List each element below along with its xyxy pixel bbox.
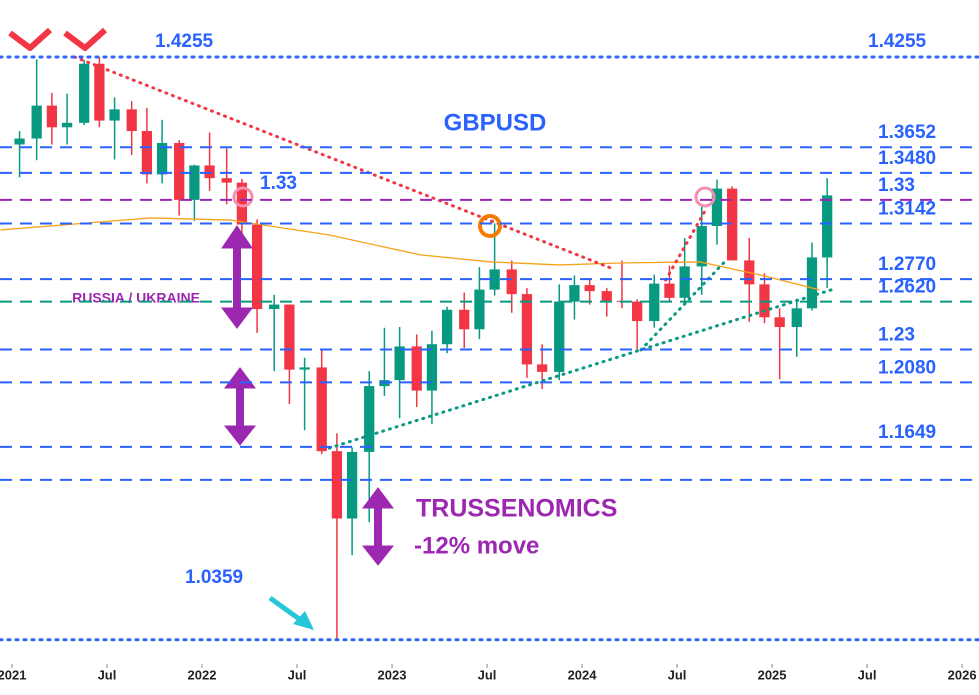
level-label: 1.23	[878, 324, 915, 345]
candle-body	[394, 346, 405, 381]
moving-average	[0, 217, 820, 291]
x-tick-label: 2024	[568, 667, 598, 682]
level-label: 1.4255	[868, 31, 927, 52]
level-label: 1.3480	[878, 148, 936, 169]
candle-body	[537, 364, 548, 372]
annotation: TRUSSENOMICS	[416, 495, 617, 523]
candle-body	[189, 165, 200, 200]
level-label: 1.33	[878, 175, 915, 196]
candle-body	[156, 143, 168, 175]
level-label: 1.4255	[155, 31, 214, 52]
level-label: 1.2080	[878, 357, 936, 378]
candle-body	[94, 63, 105, 121]
chart-title: GBPUSD	[444, 109, 547, 136]
level-label: 1.33	[260, 173, 297, 194]
candle-body	[441, 309, 453, 345]
annotation: -12% move	[414, 532, 539, 559]
candle-body	[601, 291, 612, 301]
annotation: RUSSIA / UKRAINE	[72, 290, 200, 306]
candle-body	[474, 289, 485, 330]
level-label: 1.1649	[878, 422, 936, 443]
candle-body	[459, 309, 470, 330]
x-tick-label: Jul	[288, 667, 307, 682]
candle-body	[299, 367, 310, 370]
candle-body	[221, 178, 232, 183]
candle-body	[31, 105, 42, 139]
candle-body	[269, 304, 280, 310]
candle-body	[284, 304, 295, 370]
candle-body	[711, 188, 723, 227]
candle-body	[411, 346, 422, 391]
trendline	[73, 55, 613, 270]
level-label: 1.0359	[185, 567, 243, 588]
candle-body	[346, 451, 358, 519]
level-label: 1.2770	[878, 254, 936, 275]
x-tick-label: 2023	[378, 667, 407, 682]
candle-body	[569, 285, 580, 302]
candle-body	[251, 224, 263, 310]
candle-body	[632, 301, 643, 322]
candle-body	[679, 266, 690, 298]
markers	[8, 27, 716, 630]
candle-body	[554, 301, 565, 372]
x-tick-label: Jul	[98, 667, 117, 682]
candle-body	[331, 451, 343, 519]
candle-body	[822, 195, 833, 258]
candle-body	[14, 138, 25, 145]
candle-body	[649, 283, 660, 322]
candle-body	[489, 269, 500, 290]
candle-body	[174, 143, 185, 200]
candle-body	[236, 182, 248, 225]
candle-body	[126, 109, 137, 132]
trendline	[639, 260, 727, 352]
candle-body	[316, 367, 327, 452]
candle-body	[696, 226, 707, 267]
x-tick-label: 2026	[948, 667, 977, 682]
candle-body	[364, 386, 375, 452]
candle-body	[79, 63, 90, 123]
candle-body	[727, 188, 738, 261]
candle-body	[506, 269, 517, 295]
candle-body	[791, 308, 802, 328]
candle-body	[109, 109, 120, 121]
trendline	[664, 208, 708, 282]
candle-body	[61, 122, 73, 128]
candle-body	[664, 283, 675, 298]
level-label: 1.3652	[878, 122, 936, 143]
x-tick-label: Jul	[478, 667, 497, 682]
level-label: 1.2620	[878, 277, 936, 298]
x-tick-label: 2022	[188, 667, 217, 682]
x-tick-label: Jul	[668, 667, 687, 682]
candle-body	[584, 285, 595, 292]
candle-body	[426, 344, 438, 391]
level-label: 1.3142	[878, 199, 936, 220]
candle-body	[204, 165, 215, 179]
candle-body	[141, 131, 153, 175]
candle-body	[806, 257, 818, 309]
candle-body	[521, 294, 533, 365]
x-tick-label: 2021	[0, 667, 26, 682]
x-tick-label: 2025	[758, 667, 787, 682]
candle-body	[46, 105, 58, 128]
candle-body	[774, 317, 785, 328]
x-tick-label: Jul	[858, 667, 877, 682]
